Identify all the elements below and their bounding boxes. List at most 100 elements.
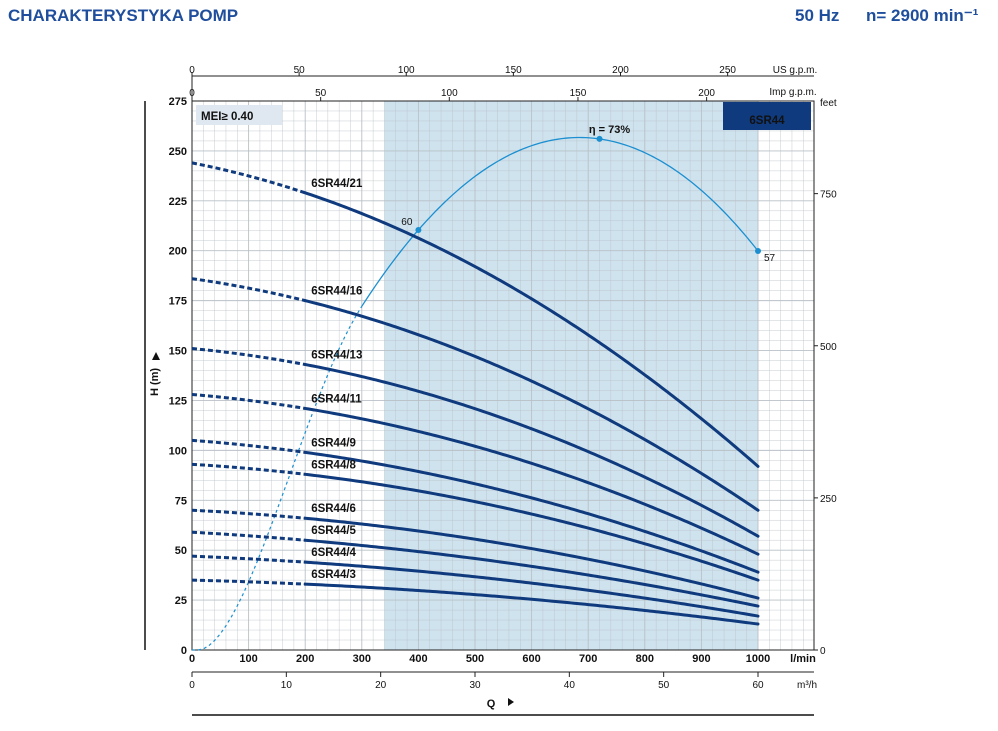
curve-label-6SR44/9: 6SR44/9 xyxy=(311,437,356,449)
curve-label-6SR44/11: 6SR44/11 xyxy=(311,393,362,405)
imp-gpm-tick-label: 50 xyxy=(315,88,327,99)
us-gpm-tick-label: 250 xyxy=(719,65,736,76)
curve-6SR44/5 xyxy=(303,538,760,608)
y-tick-label: 75 xyxy=(175,495,187,507)
x-tick-label: 600 xyxy=(522,653,540,665)
efficiency-point xyxy=(755,247,761,254)
efficiency-max-label: η = 73% xyxy=(589,124,630,136)
curve-label-6SR44/5: 6SR44/5 xyxy=(311,525,356,537)
mei-box xyxy=(196,105,282,125)
efficiency-curve-dashed xyxy=(192,305,363,651)
feet-tick-label: 750 xyxy=(820,190,837,201)
curve-6SR44/13 xyxy=(303,363,760,538)
x-tick-label: 200 xyxy=(296,653,314,665)
y-tick-label: 125 xyxy=(169,395,187,407)
us-gpm-tick-label: 0 xyxy=(189,65,195,76)
curve-dashed-6SR44/13 xyxy=(191,347,306,366)
x-tick-label: 800 xyxy=(636,653,654,665)
m3h-tick-label: 60 xyxy=(752,680,764,691)
imp-gpm-tick-label: 150 xyxy=(570,88,587,99)
curve-dashed-6SR44/8 xyxy=(191,462,306,476)
curve-dashed-6SR44/4 xyxy=(191,554,306,564)
x-tick-label: 700 xyxy=(579,653,597,665)
x-tick-label: 500 xyxy=(466,653,484,665)
curve-dashed-6SR44/9 xyxy=(191,438,306,454)
model-badge-label: 6SR44 xyxy=(749,115,785,127)
m3h-tick-label: 0 xyxy=(189,680,195,691)
curve-6SR44/16 xyxy=(303,299,760,512)
m3h-tick-label: 30 xyxy=(469,680,481,691)
y-tick-label: 175 xyxy=(169,296,187,308)
curve-label-6SR44/3: 6SR44/3 xyxy=(311,569,356,581)
curve-dashed-6SR44/11 xyxy=(191,392,306,410)
y-tick-label: 100 xyxy=(169,445,187,457)
us-gpm-unit-label: US g.p.m. xyxy=(773,65,817,76)
efficiency-point xyxy=(415,226,422,233)
y-tick-label: 250 xyxy=(169,146,187,158)
curve-6SR44/3 xyxy=(303,582,760,626)
x-axis-arrow-icon xyxy=(508,698,514,706)
curve-dashed-6SR44/6 xyxy=(191,508,306,520)
feet-tick-label: 500 xyxy=(820,342,837,353)
x-unit-label: l/min xyxy=(790,653,816,665)
curve-label-6SR44/13: 6SR44/13 xyxy=(311,350,362,362)
page-title: CHARAKTERYSTYKA POMP xyxy=(8,6,239,25)
feet-unit-label: feet xyxy=(820,98,837,109)
x-tick-label: 100 xyxy=(239,653,257,665)
x-tick-label: 400 xyxy=(409,653,427,665)
feet-tick-label: 250 xyxy=(820,494,837,505)
curve-label-6SR44/8: 6SR44/8 xyxy=(311,459,356,471)
speed-label: n= 2900 min⁻¹ xyxy=(866,6,979,25)
efficiency-curve xyxy=(361,136,759,307)
feet-tick-label: 0 xyxy=(820,646,826,657)
curve-6SR44/9 xyxy=(303,450,760,574)
m3h-tick-label: 50 xyxy=(658,680,670,691)
efficiency-point xyxy=(596,135,603,142)
imp-gpm-tick-label: 200 xyxy=(698,88,715,99)
x-axis-title: Q xyxy=(487,698,496,710)
plot-frame xyxy=(191,100,815,651)
x-tick-label: 1000 xyxy=(746,653,770,665)
y-tick-label: 275 xyxy=(169,96,187,108)
model-badge xyxy=(723,102,811,130)
curve-6SR44/6 xyxy=(303,516,760,600)
mei-label: MEI≥ 0.40 xyxy=(201,111,253,123)
y-tick-label: 150 xyxy=(169,346,187,358)
m3h-tick-label: 40 xyxy=(564,680,576,691)
curve-label-6SR44/4: 6SR44/4 xyxy=(311,547,356,559)
curve-label-6SR44/6: 6SR44/6 xyxy=(311,503,356,515)
y-tick-label: 225 xyxy=(169,196,187,208)
x-tick-label: 0 xyxy=(189,653,195,665)
m3h-tick-label: 20 xyxy=(375,680,387,691)
y-tick-label: 0 xyxy=(181,645,187,657)
curve-label-6SR44/21: 6SR44/21 xyxy=(311,178,363,190)
curve-6SR44/8 xyxy=(303,472,760,582)
curve-dashed-6SR44/5 xyxy=(191,530,306,542)
us-gpm-tick-label: 50 xyxy=(294,65,306,76)
us-gpm-tick-label: 100 xyxy=(398,65,415,76)
x-tick-label: 900 xyxy=(692,653,710,665)
curve-6SR44/11 xyxy=(303,406,760,556)
imp-gpm-tick-label: 100 xyxy=(441,88,458,99)
us-gpm-tick-label: 200 xyxy=(612,65,629,76)
curve-6SR44/4 xyxy=(303,560,760,618)
recommended-range-shade xyxy=(384,101,758,650)
imp-gpm-unit-label: Imp g.p.m. xyxy=(769,87,816,98)
curve-dashed-6SR44/3 xyxy=(191,578,306,586)
x-tick-label: 300 xyxy=(353,653,371,665)
m3h-unit-label: m³/h xyxy=(797,680,817,691)
y-axis-title: H (m) xyxy=(149,368,161,396)
y-tick-label: 50 xyxy=(175,545,187,557)
efficiency-point-label: 60 xyxy=(401,217,413,228)
curve-6SR44/21 xyxy=(303,191,760,468)
y-axis-arrow-icon xyxy=(152,352,160,360)
curve-dashed-6SR44/21 xyxy=(191,161,306,195)
efficiency-point-label: 57 xyxy=(764,253,776,264)
curve-dashed-6SR44/16 xyxy=(191,277,306,303)
y-tick-label: 25 xyxy=(175,595,187,607)
y-tick-label: 200 xyxy=(169,246,187,258)
frequency-label: 50 Hz xyxy=(795,6,840,25)
us-gpm-tick-label: 150 xyxy=(505,65,522,76)
curve-label-6SR44/16: 6SR44/16 xyxy=(311,286,362,298)
